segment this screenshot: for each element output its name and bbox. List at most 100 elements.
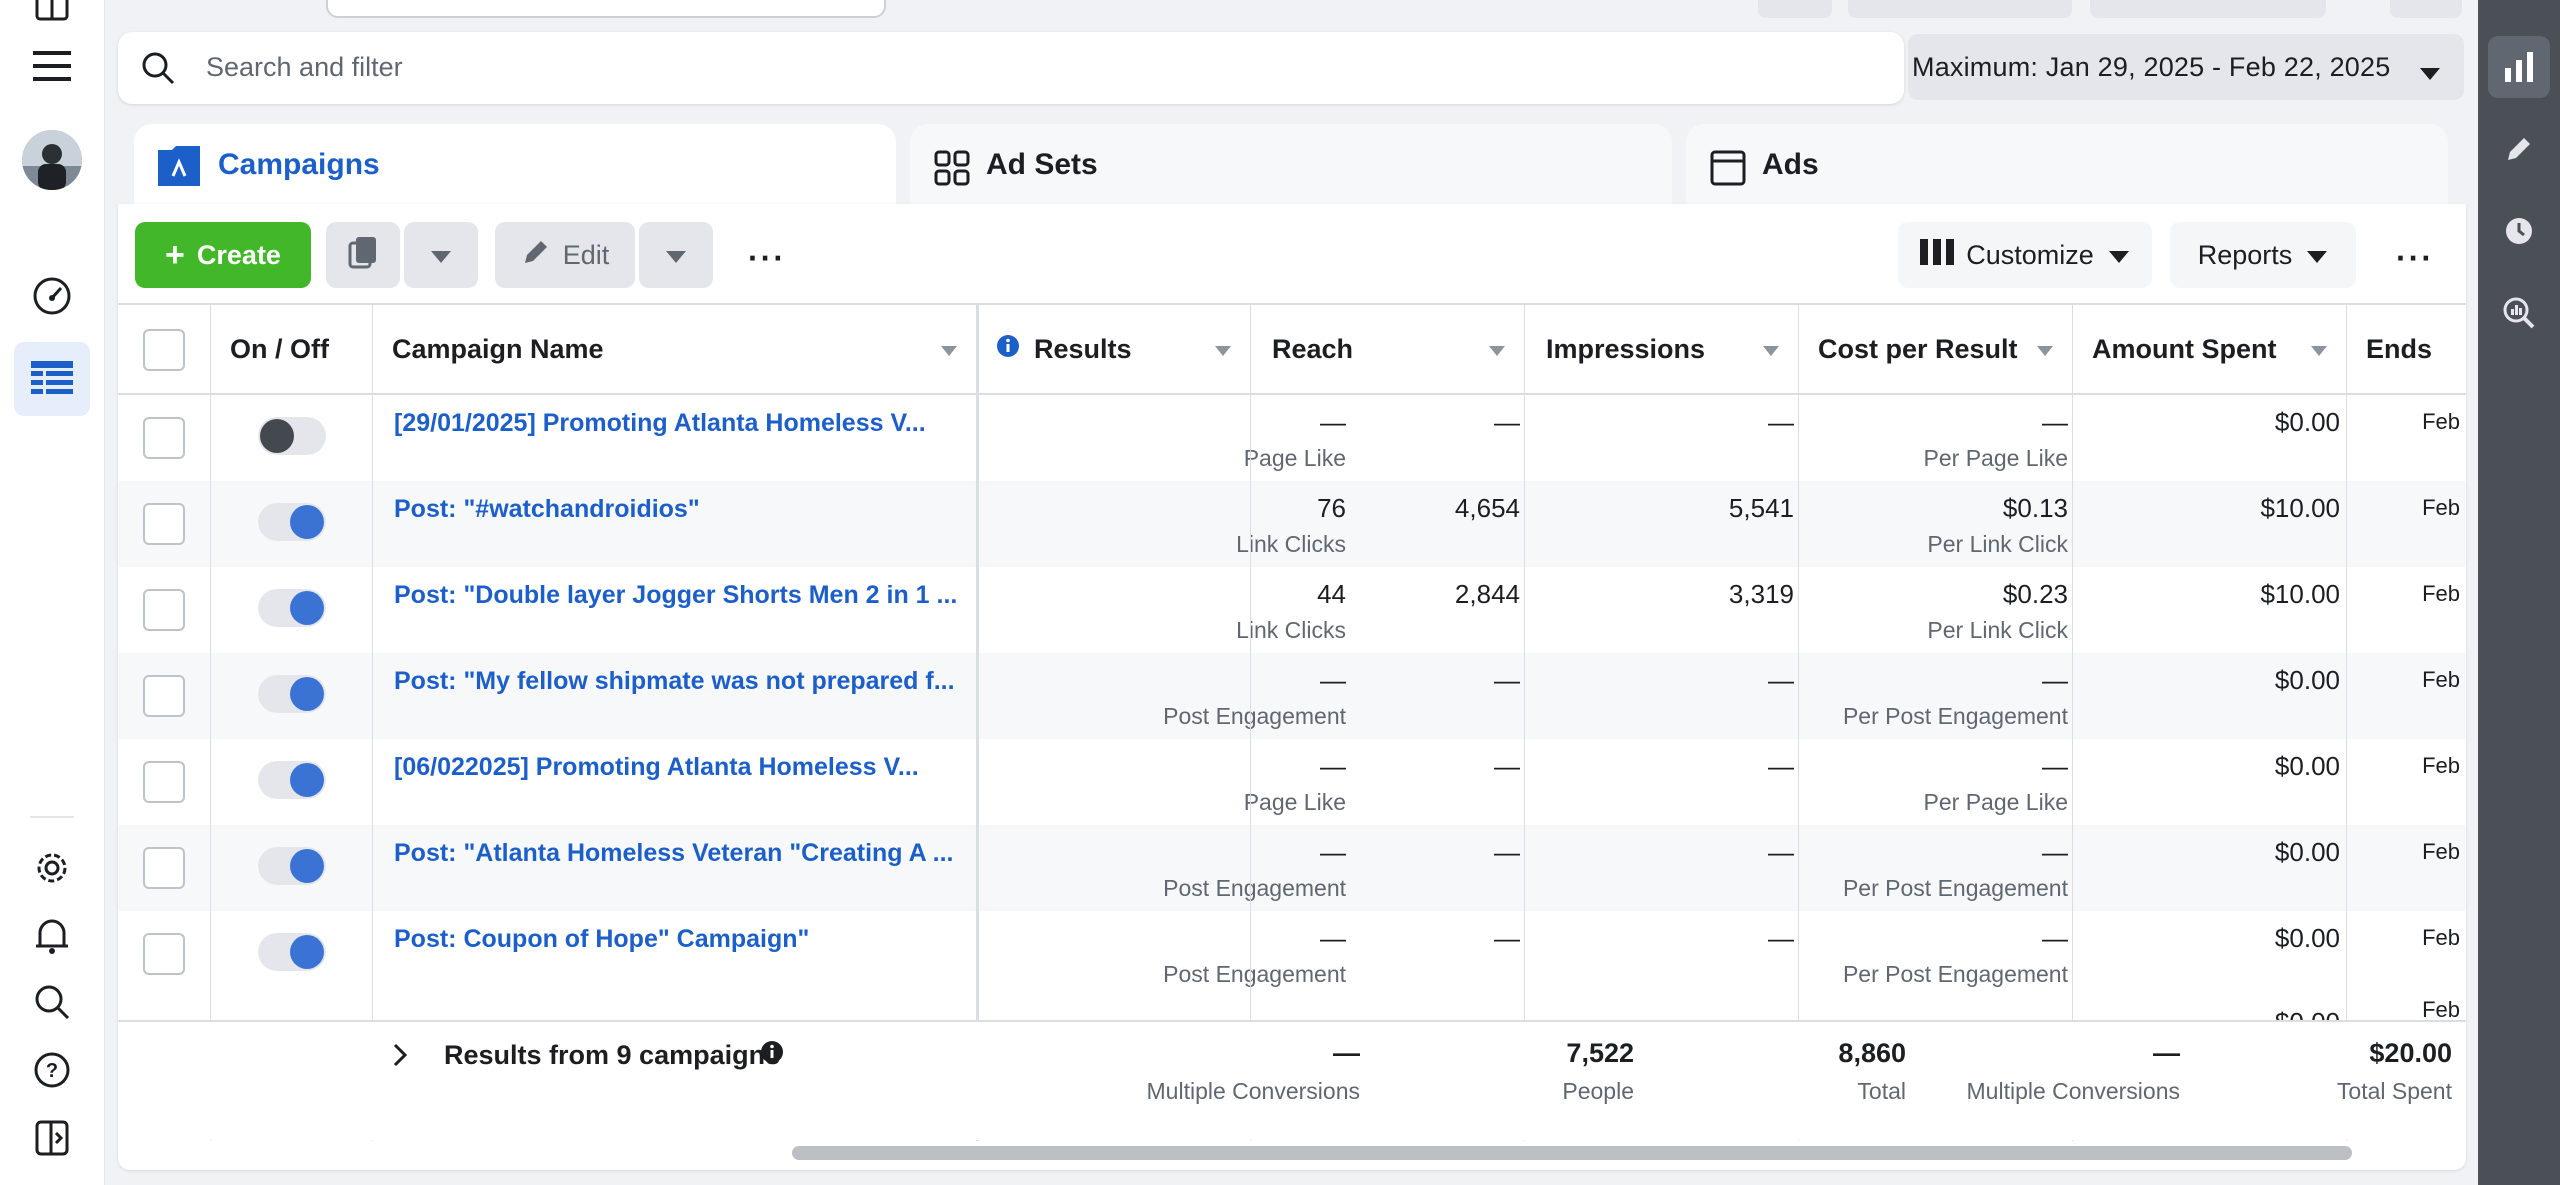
campaign-toggle[interactable] <box>258 503 326 541</box>
header-bottom-border <box>118 393 2466 395</box>
table-row[interactable]: [06/022025] Promoting Atlanta Homeless V… <box>118 739 2466 825</box>
campaign-name-link[interactable]: [06/022025] Promoting Atlanta Homeless V… <box>394 753 919 781</box>
sort-caret-icon[interactable] <box>1762 344 1780 362</box>
chevron-right-icon[interactable] <box>392 1042 408 1073</box>
impressions-value: — <box>1768 751 1794 781</box>
pencil-icon[interactable] <box>2488 118 2550 180</box>
bell-icon[interactable] <box>28 912 76 960</box>
column-divider <box>1250 305 1251 1141</box>
table-row[interactable]: $0.00 Feb <box>118 997 2466 1020</box>
column-header-impressions[interactable]: Impressions <box>1546 333 1706 364</box>
campaign-name-link[interactable]: [29/01/2025] Promoting Atlanta Homeless … <box>394 409 926 437</box>
table-row[interactable]: Post: "#watchandroidios" 76 Link Clicks 4,6… <box>118 481 2466 567</box>
tab-campaigns[interactable]: Campaigns <box>134 124 896 206</box>
duplicate-button[interactable] <box>326 222 400 288</box>
reports-button[interactable]: Reports <box>2170 222 2356 288</box>
table-row[interactable]: [29/01/2025] Promoting Atlanta Homeless … <box>118 395 2466 481</box>
column-header-reach[interactable]: Reach <box>1272 333 1354 364</box>
gear-icon[interactable] <box>28 844 76 892</box>
column-label: Results <box>1034 333 1132 364</box>
select-all-checkbox[interactable] <box>143 329 185 371</box>
summary-reach: 7,522 <box>1566 1038 1634 1068</box>
clock-icon[interactable] <box>2488 200 2550 262</box>
campaign-name-link[interactable]: Post: "My fellow shipmate was not prepar… <box>394 667 955 695</box>
summary-results-sub: Multiple Conversions <box>1146 1078 1360 1104</box>
search-chart-icon[interactable] <box>2488 282 2550 344</box>
more-options-icon[interactable]: ··· <box>2396 240 2434 276</box>
duplicate-dropdown-button[interactable] <box>404 222 478 288</box>
campaign-toggle[interactable] <box>258 933 326 971</box>
table-row[interactable]: Post: "My fellow shipmate was not prepar… <box>118 653 2466 739</box>
cost-per-result-value: — <box>2042 751 2068 781</box>
campaign-toggle[interactable] <box>258 761 326 799</box>
campaign-name-link[interactable]: Post: "Double layer Jogger Shorts Men 2 … <box>394 581 958 609</box>
tab-ads[interactable]: Ads <box>1686 124 2448 206</box>
row-checkbox[interactable] <box>143 847 185 889</box>
bar-chart-icon[interactable] <box>2488 36 2550 98</box>
caret-down-icon <box>430 240 452 271</box>
duplicate-icon <box>347 235 379 276</box>
column-header-amount-spent[interactable]: Amount Spent <box>2092 333 2277 364</box>
results-type: Post Engagement <box>1163 875 1346 901</box>
campaign-toggle[interactable] <box>258 675 326 713</box>
campaigns-table-icon[interactable] <box>14 342 90 416</box>
campaign-name-link[interactable]: Post: "#watchandroidios" <box>394 495 700 523</box>
row-checkbox[interactable] <box>143 503 185 545</box>
search-filter-bar[interactable]: Search and filter <box>118 32 1904 104</box>
row-checkbox[interactable] <box>143 589 185 631</box>
impressions-value: 3,319 <box>1728 579 1794 609</box>
column-header-cost-per-result[interactable]: Cost per Result <box>1818 333 2018 364</box>
sort-caret-icon[interactable] <box>940 344 958 362</box>
campaign-toggle[interactable] <box>258 847 326 885</box>
column-header-campaign-name[interactable]: Campaign Name <box>392 305 966 393</box>
hamburger-menu-icon[interactable] <box>28 42 76 90</box>
sort-caret-icon[interactable] <box>2036 344 2054 362</box>
column-divider <box>210 305 211 1141</box>
row-checkbox[interactable] <box>143 761 185 803</box>
sort-caret-icon[interactable] <box>2310 344 2328 362</box>
campaign-name-link[interactable]: Post: "Atlanta Homeless Veteran "Creatin… <box>394 839 954 867</box>
info-icon <box>996 334 1020 365</box>
column-header-ends[interactable]: Ends <box>2366 333 2433 364</box>
column-header-onoff[interactable]: On / Off <box>230 333 329 364</box>
toggle-knob <box>290 505 324 539</box>
reach-value: — <box>1494 837 1520 867</box>
caret-down-icon <box>665 240 687 271</box>
reach-value: — <box>1494 665 1520 695</box>
dashboard-gauge-icon[interactable] <box>28 272 76 320</box>
summary-amount-spent-sub: Total Spent <box>2336 1078 2452 1104</box>
tab-ad-sets[interactable]: Ad Sets <box>910 124 1672 206</box>
customize-button[interactable]: Customize <box>1898 222 2152 288</box>
edit-button[interactable]: Edit <box>495 222 635 288</box>
sort-caret-icon[interactable] <box>1214 344 1232 362</box>
impressions-value: — <box>1768 665 1794 695</box>
more-options-icon[interactable]: ··· <box>748 240 786 276</box>
horizontal-scrollbar[interactable] <box>792 1146 2352 1160</box>
results-type: Link Clicks <box>1236 617 1346 643</box>
campaign-toggle[interactable] <box>258 417 326 455</box>
row-checkbox[interactable] <box>143 417 185 459</box>
results-value: 44 <box>1317 579 1346 609</box>
toggle-panel-icon[interactable] <box>28 1114 76 1162</box>
row-checkbox[interactable] <box>143 675 185 717</box>
campaign-name-link[interactable]: Post: Coupon of Hope" Campaign" <box>394 925 810 953</box>
results-value: — <box>1320 751 1346 781</box>
results-value: — <box>1320 837 1346 867</box>
grid-icon[interactable] <box>28 0 76 28</box>
table-row[interactable]: Post: "Atlanta Homeless Veteran "Creatin… <box>118 825 2466 911</box>
help-icon[interactable]: ? <box>28 1046 76 1094</box>
amount-spent-value: $0.00 <box>2274 923 2340 953</box>
column-divider <box>2072 305 2073 1141</box>
search-icon[interactable] <box>28 978 76 1026</box>
date-range-picker[interactable]: Maximum: Jan 29, 2025 - Feb 22, 2025 <box>1908 34 2464 100</box>
row-checkbox[interactable] <box>143 933 185 975</box>
sort-caret-icon[interactable] <box>1488 344 1506 362</box>
table-row[interactable]: Post: Coupon of Hope" Campaign" — Post Eng… <box>118 911 2466 997</box>
campaign-toggle[interactable] <box>258 589 326 627</box>
column-header-results[interactable]: Results <box>996 305 1248 393</box>
edit-dropdown-button[interactable] <box>639 222 713 288</box>
create-button[interactable]: + Create <box>135 222 311 288</box>
avatar[interactable] <box>22 130 82 190</box>
amount-spent-value: $10.00 <box>2260 579 2340 609</box>
table-row[interactable]: Post: "Double layer Jogger Shorts Men 2 … <box>118 567 2466 653</box>
